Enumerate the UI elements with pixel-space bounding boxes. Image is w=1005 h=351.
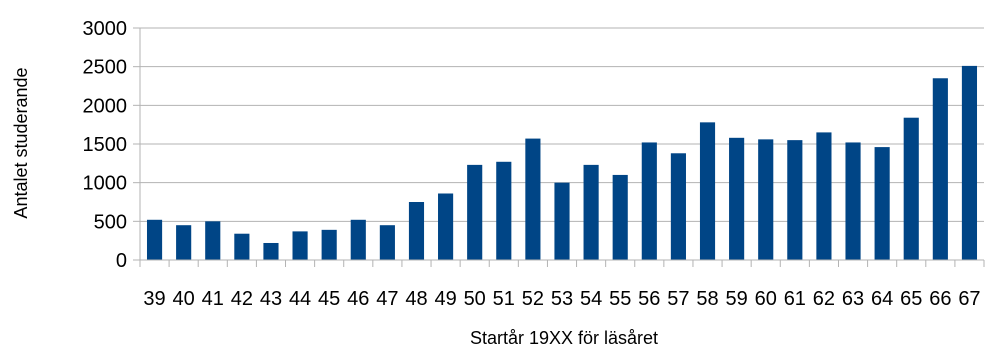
x-tick-label: 50 <box>464 288 486 310</box>
x-tick-label: 66 <box>929 288 951 310</box>
x-tick-label: 51 <box>493 288 515 310</box>
bar-53 <box>554 182 570 260</box>
bar-58 <box>699 122 716 260</box>
bar-51 <box>496 161 512 260</box>
bar-64 <box>874 147 890 260</box>
y-tick-label: 0 <box>116 250 127 272</box>
bar-52 <box>525 138 541 260</box>
x-tick-label: 61 <box>784 288 806 310</box>
gridlines <box>140 27 984 222</box>
x-tick-label: 48 <box>405 288 427 310</box>
x-tick-label: 47 <box>376 288 398 310</box>
bar-41 <box>205 221 221 260</box>
y-tick-label: 500 <box>94 211 127 233</box>
bar-56 <box>641 142 657 260</box>
x-tick-label: 56 <box>638 288 660 310</box>
y-axis-ticks: 0 500 1000 1500 2000 2500 3000 <box>83 18 140 272</box>
x-tick-label: 53 <box>551 288 573 310</box>
x-tick-label: 63 <box>842 288 864 310</box>
x-tick-label: 43 <box>260 288 282 310</box>
bar-47 <box>379 225 395 260</box>
x-tick-label: 55 <box>609 288 631 310</box>
x-tick-label: 62 <box>813 288 835 310</box>
x-tick-label: 67 <box>958 288 980 310</box>
axes <box>139 28 984 261</box>
x-axis-ticks: 39 40 41 42 43 44 45 46 47 48 49 50 51 52 53 54 55 56 57 58… <box>139 260 985 310</box>
y-axis-title: Antalet studerande <box>11 67 31 218</box>
bar-45 <box>321 229 337 260</box>
y-tick-label: 1000 <box>83 173 128 195</box>
x-tick-label: 58 <box>696 288 718 310</box>
x-tick-label: 41 <box>202 288 224 310</box>
x-tick-label: 39 <box>143 288 165 310</box>
bar-49 <box>438 193 454 260</box>
x-tick-label: 65 <box>900 288 922 310</box>
x-tick-label: 59 <box>725 288 747 310</box>
bar-39 <box>146 219 163 260</box>
x-tick-label: 40 <box>173 288 195 310</box>
bar-series <box>146 65 978 261</box>
x-tick-label: 44 <box>289 288 311 310</box>
y-tick-label: 2500 <box>83 57 128 79</box>
bar-59 <box>729 137 745 260</box>
bar-65 <box>903 117 919 260</box>
bar-43 <box>263 242 279 260</box>
y-tick-label: 3000 <box>83 18 128 40</box>
bar-48 <box>408 202 425 260</box>
bar-67 <box>961 65 978 260</box>
bar-55 <box>612 174 628 260</box>
bar-62 <box>816 132 832 260</box>
bar-57 <box>670 153 686 260</box>
x-tick-label: 60 <box>755 288 777 310</box>
bar-46 <box>350 219 366 260</box>
bar-50 <box>467 164 483 260</box>
x-tick-label: 52 <box>522 288 544 310</box>
bar-63 <box>845 142 861 260</box>
x-tick-label: 54 <box>580 288 602 310</box>
bar-44 <box>292 231 308 260</box>
x-tick-label: 42 <box>231 288 253 310</box>
bar-60 <box>758 139 774 260</box>
bar-40 <box>176 225 192 260</box>
bar-54 <box>583 164 599 260</box>
bar-42 <box>234 233 250 260</box>
y-tick-label: 2000 <box>83 95 128 117</box>
x-tick-label: 64 <box>871 288 893 310</box>
x-axis-title: Startår 19XX för läsåret <box>470 328 658 348</box>
bar-61 <box>787 140 803 260</box>
bar-66 <box>932 78 948 261</box>
x-tick-label: 49 <box>434 288 456 310</box>
y-tick-label: 1500 <box>83 134 128 156</box>
x-tick-label: 57 <box>667 288 689 310</box>
x-tick-label: 46 <box>347 288 369 310</box>
x-tick-label: 45 <box>318 288 340 310</box>
